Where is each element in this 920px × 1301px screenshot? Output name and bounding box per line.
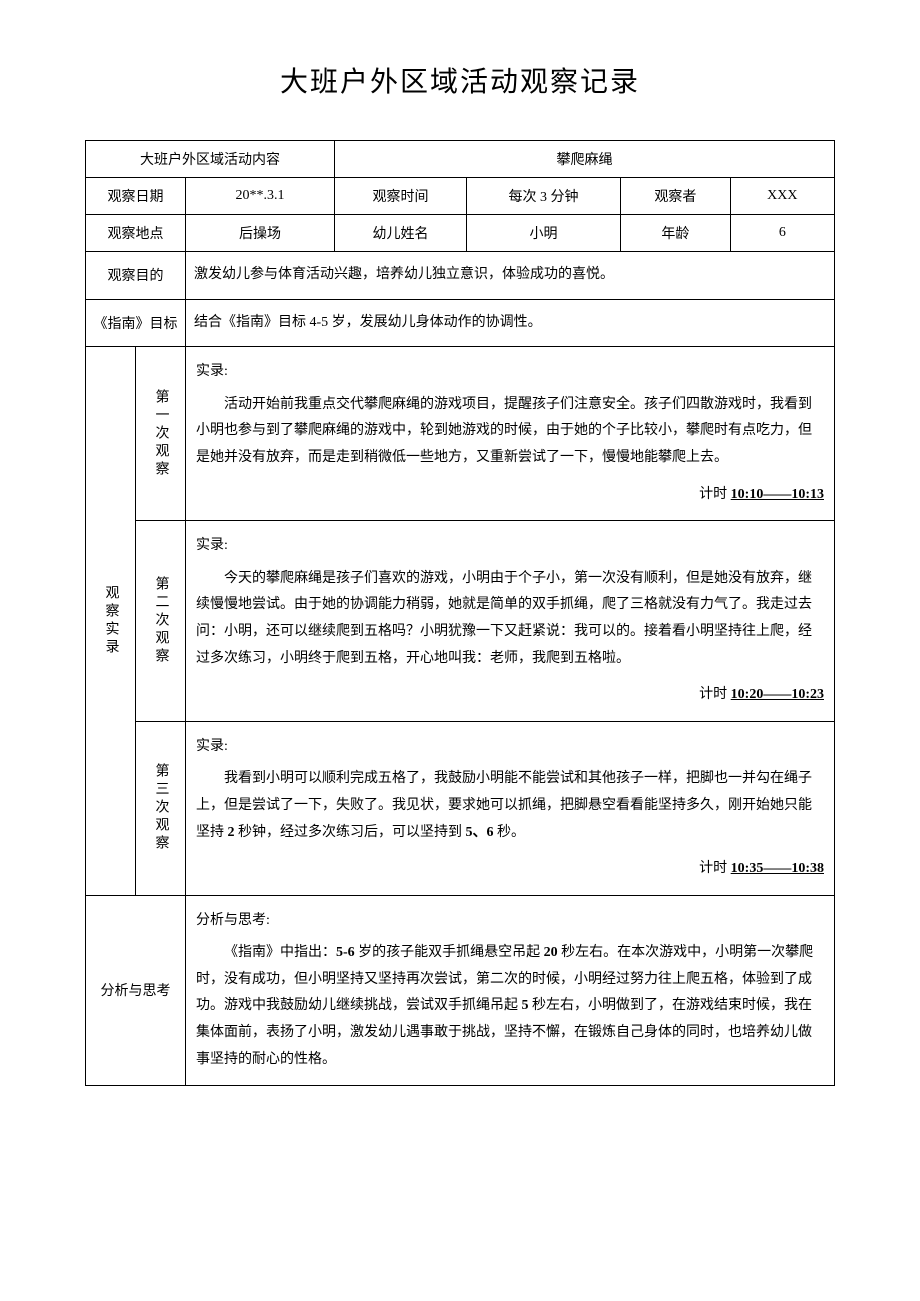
observer-label: 观察者 bbox=[621, 178, 731, 215]
analysis-content: 分析与思考: 《指南》中指出：5-6 岁的孩子能双手抓绳悬空吊起 20 秒左右。… bbox=[186, 895, 835, 1086]
observation-3-time: 计时 10:35——10:38 bbox=[196, 856, 824, 883]
observation-1-label: 第一次观察 bbox=[136, 347, 186, 521]
time-prefix: 计时 bbox=[699, 861, 731, 876]
observation-1-time: 计时 10:10——10:13 bbox=[196, 482, 824, 509]
obs3-text3: 秒。 bbox=[494, 825, 526, 840]
analysis-bold2: 20 bbox=[544, 945, 558, 960]
observation-2-time: 计时 10:20——10:23 bbox=[196, 682, 824, 709]
page-title: 大班户外区域活动观察记录 bbox=[85, 60, 835, 100]
time-prefix: 计时 bbox=[699, 687, 731, 702]
time-label: 观察时间 bbox=[335, 178, 467, 215]
observation-2-body: 今天的攀爬麻绳是孩子们喜欢的游戏，小明由于个子小，第一次没有顺利，但是她没有放弃… bbox=[196, 566, 824, 672]
record-prefix: 实录: bbox=[196, 533, 824, 560]
time-value: 每次 3 分钟 bbox=[466, 178, 620, 215]
age-label: 年龄 bbox=[621, 215, 731, 252]
guide-value: 结合《指南》目标 4-5 岁，发展幼儿身体动作的协调性。 bbox=[186, 299, 835, 347]
activity-label: 大班户外区域活动内容 bbox=[86, 141, 335, 178]
child-name-label: 幼儿姓名 bbox=[335, 215, 467, 252]
observation-3-content: 实录: 我看到小明可以顺利完成五格了，我鼓励小明能不能尝试和其他孩子一样，把脚也… bbox=[186, 721, 835, 895]
guide-label: 《指南》目标 bbox=[86, 299, 186, 347]
observation-3-body: 我看到小明可以顺利完成五格了，我鼓励小明能不能尝试和其他孩子一样，把脚也一并勾在… bbox=[196, 766, 824, 846]
observation-3-time-value: 10:35——10:38 bbox=[731, 861, 824, 876]
observation-2-content: 实录: 今天的攀爬麻绳是孩子们喜欢的游戏，小明由于个子小，第一次没有顺利，但是她… bbox=[186, 521, 835, 722]
obs3-bold1: 2 bbox=[228, 825, 235, 840]
record-prefix: 实录: bbox=[196, 734, 824, 761]
observation-1-content: 实录: 活动开始前我重点交代攀爬麻绳的游戏项目，提醒孩子们注意安全。孩子们四散游… bbox=[186, 347, 835, 521]
observation-section-label: 观察实录 bbox=[86, 347, 136, 896]
activity-value: 攀爬麻绳 bbox=[335, 141, 835, 178]
analysis-body: 《指南》中指出：5-6 岁的孩子能双手抓绳悬空吊起 20 秒左右。在本次游戏中，… bbox=[196, 940, 824, 1073]
observation-2-label: 第二次观察 bbox=[136, 521, 186, 722]
date-value: 20**.3.1 bbox=[186, 178, 335, 215]
analysis-bold1: 5-6 bbox=[336, 945, 355, 960]
observer-value: XXX bbox=[730, 178, 834, 215]
analysis-label: 分析与思考 bbox=[86, 895, 186, 1086]
analysis-text1: 《指南》中指出： bbox=[224, 945, 336, 960]
place-value: 后操场 bbox=[186, 215, 335, 252]
date-label: 观察日期 bbox=[86, 178, 186, 215]
analysis-text2: 岁的孩子能双手抓绳悬空吊起 bbox=[355, 945, 544, 960]
observation-1-body: 活动开始前我重点交代攀爬麻绳的游戏项目，提醒孩子们注意安全。孩子们四散游戏时，我… bbox=[196, 392, 824, 472]
analysis-heading: 分析与思考: bbox=[196, 908, 824, 935]
child-name-value: 小明 bbox=[466, 215, 620, 252]
observation-3-label: 第三次观察 bbox=[136, 721, 186, 895]
obs3-bold2: 5、6 bbox=[466, 825, 494, 840]
analysis-bold3: 5 bbox=[522, 998, 529, 1013]
record-prefix: 实录: bbox=[196, 359, 824, 386]
purpose-value: 激发幼儿参与体育活动兴趣，培养幼儿独立意识，体验成功的喜悦。 bbox=[186, 252, 835, 300]
age-value: 6 bbox=[730, 215, 834, 252]
time-prefix: 计时 bbox=[699, 487, 731, 502]
observation-2-time-value: 10:20——10:23 bbox=[731, 687, 824, 702]
observation-1-time-value: 10:10——10:13 bbox=[731, 487, 824, 502]
purpose-label: 观察目的 bbox=[86, 252, 186, 300]
place-label: 观察地点 bbox=[86, 215, 186, 252]
obs3-text2: 秒钟，经过多次练习后，可以坚持到 bbox=[235, 825, 466, 840]
observation-table: 大班户外区域活动内容 攀爬麻绳 观察日期 20**.3.1 观察时间 每次 3 … bbox=[85, 140, 835, 1086]
